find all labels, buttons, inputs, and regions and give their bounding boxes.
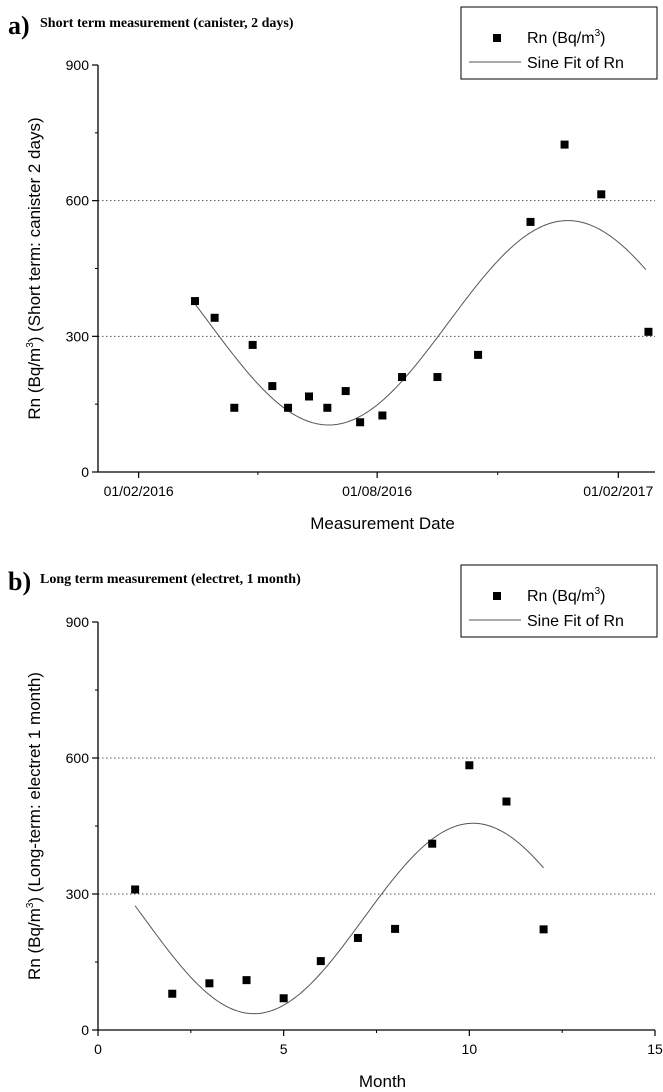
y-tick-label: 900: [66, 614, 90, 630]
y-tick-label: 300: [66, 886, 90, 902]
data-point: [268, 382, 277, 391]
x-tick-label: 01/02/2016: [104, 483, 174, 499]
sine-fit-line: [134, 822, 544, 1015]
x-axis-label: Measurement Date: [310, 514, 455, 533]
legend: Rn (Bq/m3) Sine Fit of Rn: [460, 564, 658, 638]
x-tick-label: 01/08/2016: [342, 483, 412, 499]
data-point: [168, 989, 177, 998]
data-point: [279, 994, 288, 1003]
data-point: [305, 392, 314, 401]
sine-fit-line: [194, 220, 647, 426]
y-tick-label: 900: [66, 57, 90, 73]
y-axis-label: Rn (Bq/m3) (Short term: canister 2 days): [25, 117, 44, 419]
y-axis-label: Rn (Bq/m3) (Long-term: electret 1 month): [25, 672, 44, 980]
data-point: [502, 797, 511, 806]
chart-panel-b: b) Long term measurement (electret, 1 mo…: [8, 564, 663, 1091]
data-point: [353, 933, 362, 942]
y-tick-label: 300: [66, 328, 90, 344]
panel-label-b: b): [8, 567, 31, 596]
legend-label-scatter: Rn (Bq/m3): [527, 586, 605, 605]
data-point: [597, 190, 606, 199]
panel-label-a: a): [8, 11, 30, 40]
legend-label-line: Sine Fit of Rn: [527, 613, 624, 630]
data-point: [205, 979, 214, 988]
data-point: [391, 924, 400, 933]
data-point: [316, 957, 325, 966]
legend-label-scatter: Rn (Bq/m3): [527, 28, 605, 47]
data-point: [210, 313, 219, 322]
x-tick-label: 5: [280, 1041, 288, 1057]
legend-marker-scatter: [493, 592, 501, 600]
chart-title-b: Long term measurement (electret, 1 month…: [40, 572, 301, 587]
chart-title-a: Short term measurement (canister, 2 days…: [40, 16, 294, 31]
data-point: [398, 373, 407, 382]
data-point: [356, 418, 365, 427]
data-point: [560, 140, 569, 149]
x-tick-label: 0: [94, 1041, 102, 1057]
data-point: [341, 387, 350, 396]
data-point: [323, 403, 332, 412]
legend-box: [460, 6, 658, 80]
x-tick-label: 01/02/2017: [583, 483, 653, 499]
legend-marker-scatter: [493, 34, 501, 42]
data-point: [242, 976, 251, 985]
legend-label-line: Sine Fit of Rn: [527, 55, 624, 72]
x-axis-label: Month: [359, 1072, 406, 1091]
legend: Rn (Bq/m3) Sine Fit of Rn: [460, 6, 658, 80]
data-point: [230, 403, 239, 412]
x-tick-label: 10: [462, 1041, 478, 1057]
chart-panel-a: a) Short term measurement (canister, 2 d…: [8, 6, 658, 533]
data-point: [539, 925, 548, 934]
data-point: [644, 327, 653, 336]
data-point: [131, 885, 140, 894]
data-point: [526, 217, 535, 226]
data-point: [190, 297, 199, 306]
data-point: [433, 373, 442, 382]
data-point: [284, 403, 293, 412]
y-tick-label: 600: [66, 750, 90, 766]
legend-box: [460, 564, 658, 638]
y-tick-label: 600: [66, 193, 90, 209]
data-point: [465, 761, 474, 770]
data-point: [248, 340, 257, 349]
x-tick-label: 15: [647, 1041, 663, 1057]
y-tick-label: 0: [81, 1022, 89, 1038]
y-tick-label: 0: [81, 464, 89, 480]
data-point: [378, 411, 387, 420]
data-point: [474, 350, 483, 359]
data-point: [428, 839, 437, 848]
